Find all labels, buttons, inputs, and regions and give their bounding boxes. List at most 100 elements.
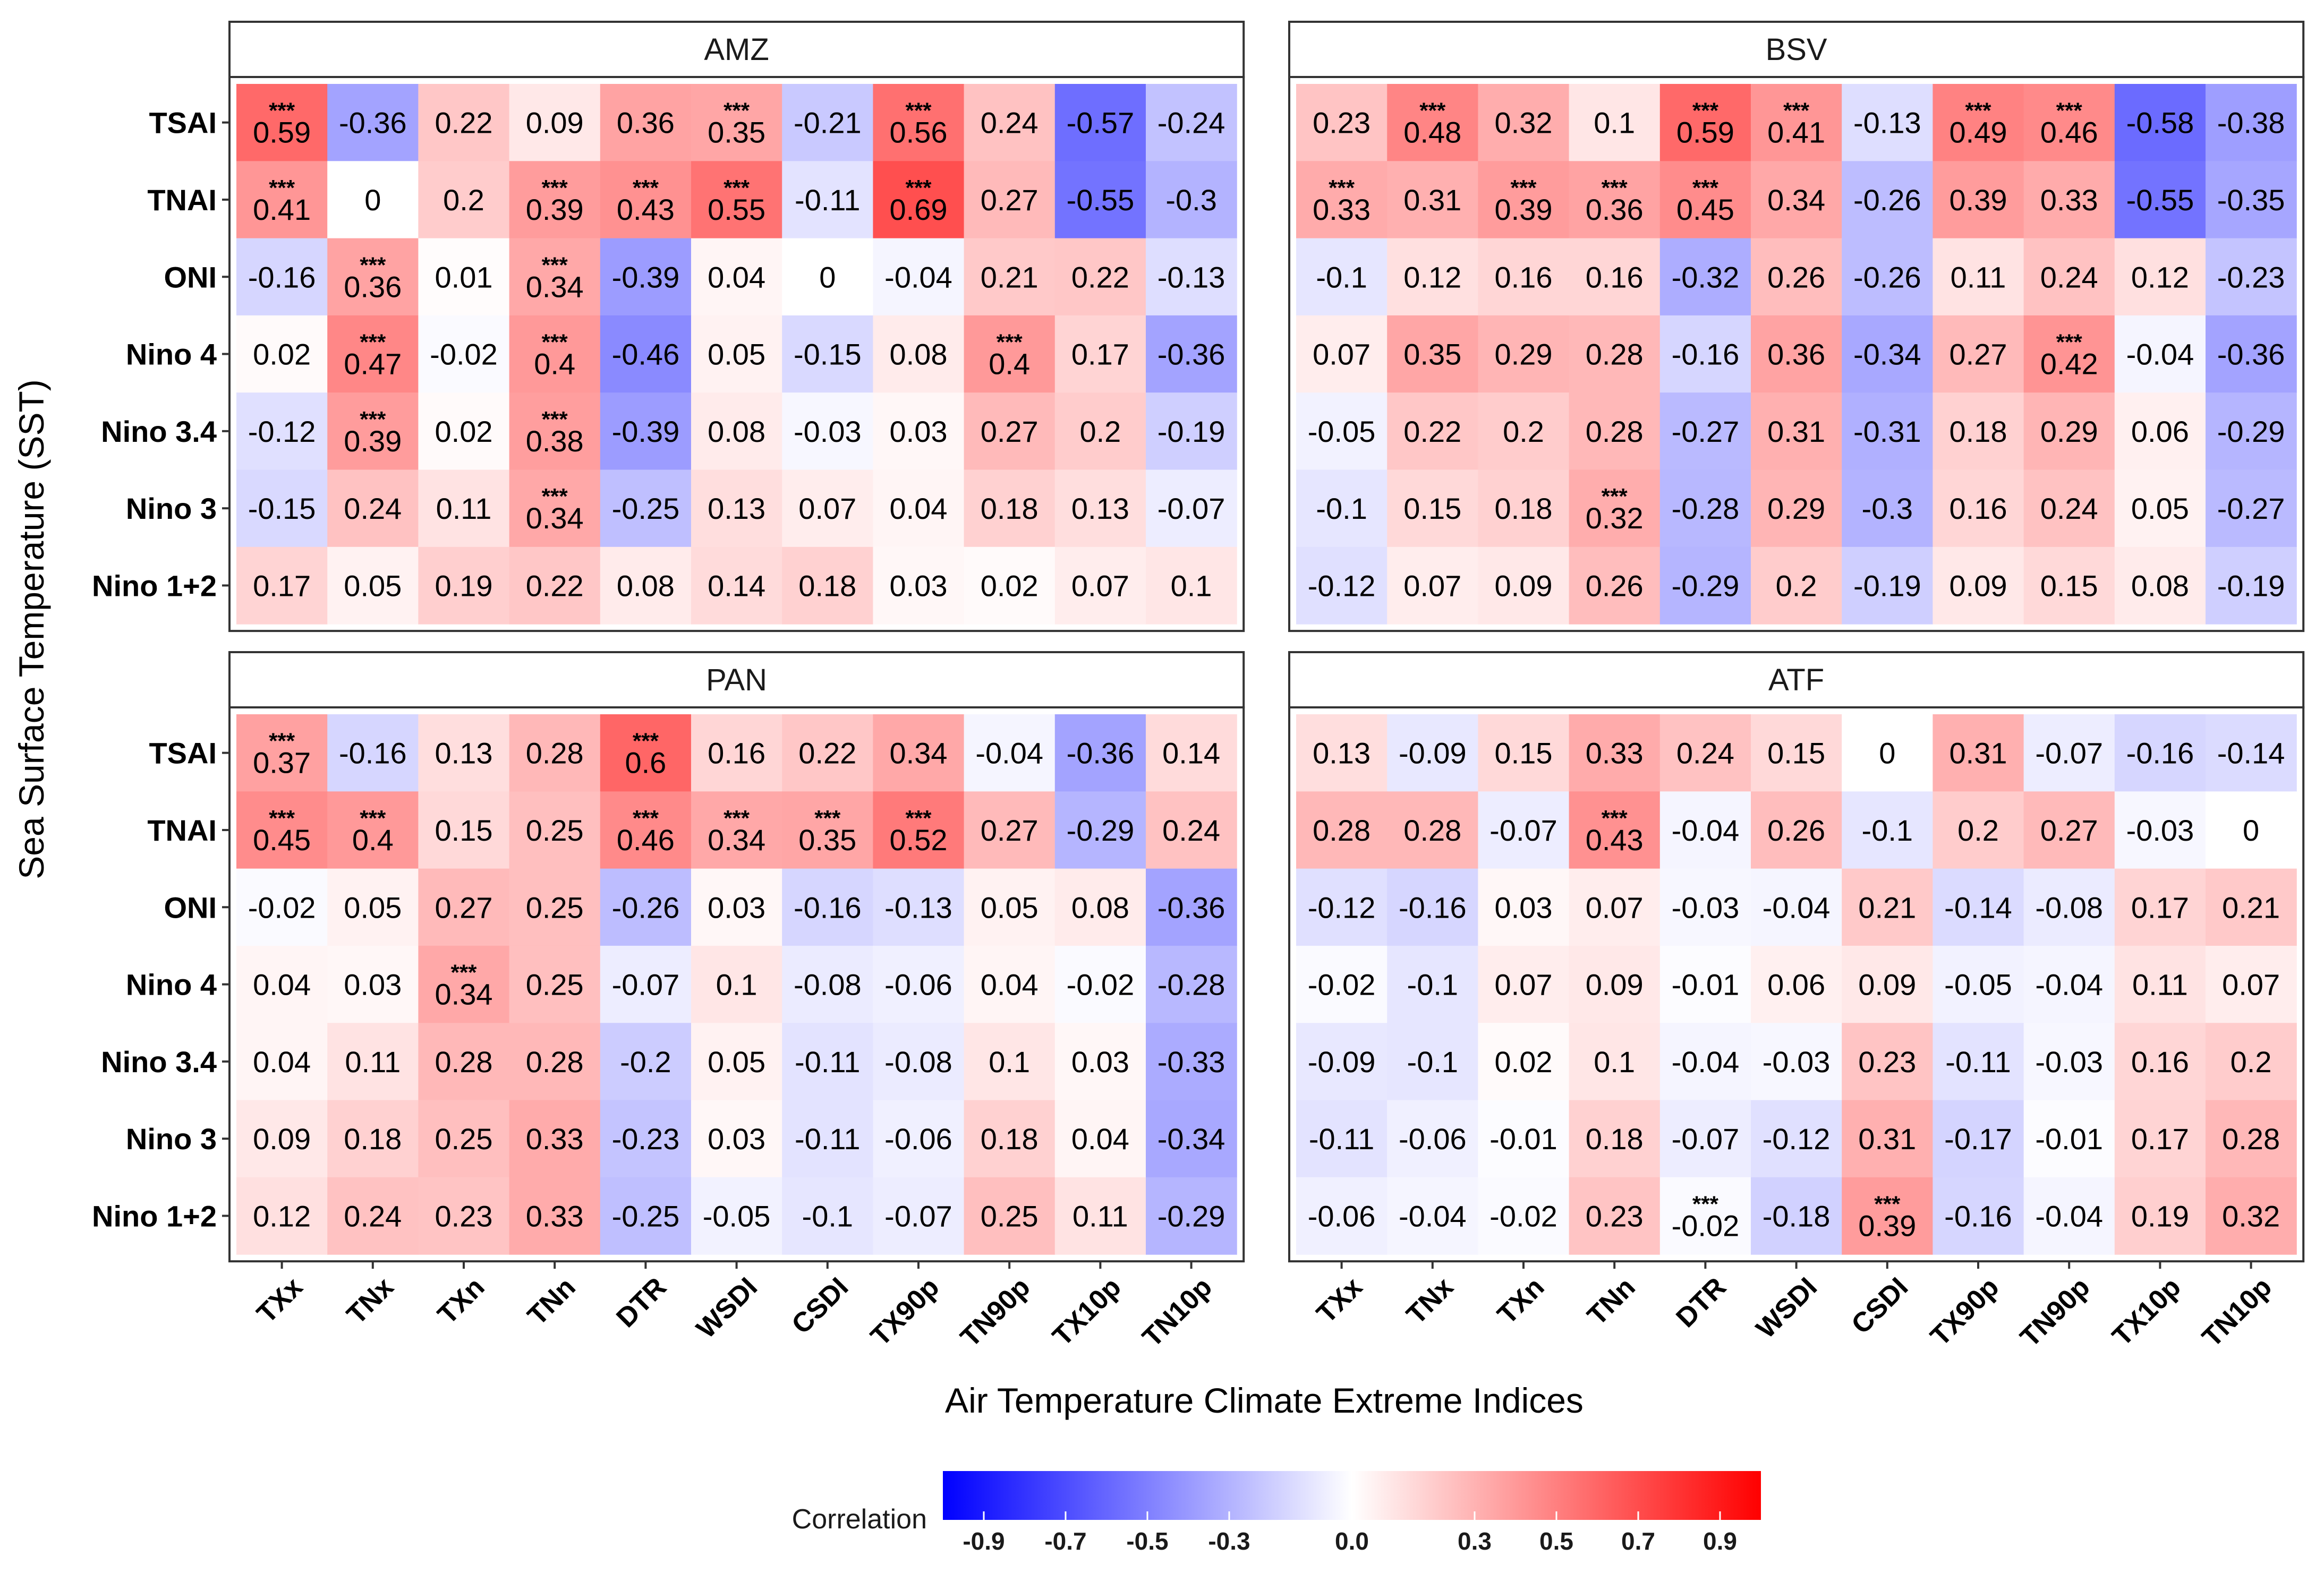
y-axis-title: Sea Surface Temperature (SST) [12, 379, 51, 879]
significance-marker: *** [360, 806, 386, 831]
cell-bsv-nino-4-dtr [1659, 315, 1751, 393]
significance-marker: *** [269, 175, 295, 200]
cell-value: 0.09 [1586, 968, 1644, 1002]
y-tick-label-nino-3-4: Nino 3.4 [101, 1045, 217, 1079]
cell-value: -0.16 [339, 737, 407, 770]
cell-bsv-oni-tnx [1387, 238, 1478, 316]
cell-value: 0.17 [253, 569, 311, 602]
cell-bsv-nino-3-csdi [1842, 469, 1933, 548]
cell-bsv-nino-3-txn [1478, 469, 1570, 548]
cell-bsv-tsai-tn10p [2206, 84, 2297, 161]
cell-value: 0.38 [526, 424, 584, 458]
significance-marker: *** [1783, 98, 1810, 123]
cell-amz-tnai-txx [236, 161, 328, 239]
cell-pan-nino-1-2-txx [236, 1177, 328, 1255]
cell-atf-tsai-tn10p [2206, 714, 2297, 792]
cell-bsv-tnai-tnn [1569, 161, 1661, 239]
cell-amz-tnai-csdi [782, 161, 873, 239]
y-tick-label-nino-3: Nino 3 [126, 492, 217, 525]
legend-tick-label: 0.7 [1621, 1527, 1655, 1555]
cell-amz-oni-tn90p [964, 238, 1055, 316]
cell-bsv-nino-3-txx [1296, 469, 1387, 548]
cell-bsv-nino-3-4-dtr [1659, 392, 1751, 471]
cell-atf-nino-1-2-tnx [1387, 1177, 1478, 1255]
cell-value: 0.04 [708, 260, 765, 294]
cell-amz-tsai-wsdi [691, 84, 782, 161]
cell-bsv-nino-1-2-tnn [1569, 546, 1661, 625]
y-tick-label-nino-3-4: Nino 3.4 [101, 415, 217, 448]
cell-value: -0.36 [2217, 338, 2285, 371]
cell-bsv-nino-4-tnn [1569, 315, 1661, 393]
cell-value: -0.07 [2035, 737, 2103, 770]
significance-marker: *** [1602, 484, 1628, 509]
cell-value: -0.02 [1067, 968, 1135, 1002]
significance-marker: *** [905, 175, 932, 200]
cell-amz-nino-3-tx90p [873, 469, 965, 548]
cell-atf-nino-3-4-tn90p [2023, 1023, 2115, 1101]
cell-value: 0.17 [2131, 1122, 2189, 1156]
cell-amz-nino-3-4-tnn [509, 392, 601, 471]
cell-pan-nino-3-4-txx [236, 1023, 328, 1101]
cell-pan-tsai-wsdi [691, 714, 782, 792]
cell-value: 0.32 [1586, 501, 1644, 535]
cell-value: 0.6 [625, 746, 666, 780]
cell-atf-nino-1-2-wsdi [1751, 1177, 1842, 1255]
cell-bsv-nino-3-tn90p [2023, 469, 2115, 548]
cell-amz-tsai-tnn [509, 84, 601, 161]
y-tick-label-nino-4: Nino 4 [126, 968, 217, 1002]
cell-bsv-oni-txn [1478, 238, 1570, 316]
cell-amz-oni-txx [236, 238, 328, 316]
cell-bsv-tsai-tn90p [2023, 84, 2115, 161]
cell-atf-nino-3-4-txx [1296, 1023, 1387, 1101]
cell-value: -0.26 [1853, 183, 1921, 217]
cell-amz-nino-3-4-wsdi [691, 392, 782, 471]
cell-value: 0.29 [1495, 338, 1553, 371]
cell-value: 0.05 [344, 569, 402, 602]
cell-value: 0.18 [1586, 1122, 1644, 1156]
cell-value: 0.33 [526, 1199, 584, 1233]
cell-value: 0.05 [2131, 492, 2189, 525]
cell-atf-nino-3-csdi [1842, 1100, 1933, 1178]
cell-pan-tsai-tnx [327, 714, 419, 792]
cell-pan-tnai-wsdi [691, 791, 782, 869]
legend-ticks: -0.9 -0.7 -0.5 -0.3 0.0 0.3 0.5 0.7 0.9 [963, 1511, 1737, 1555]
cell-pan-oni-csdi [782, 868, 873, 946]
cell-bsv-nino-3-tx10p [2114, 469, 2206, 548]
cell-bsv-nino-3-4-csdi [1842, 392, 1933, 471]
cell-amz-nino-1-2-csdi [782, 546, 873, 625]
cell-value: 0.12 [253, 1199, 311, 1233]
cell-bsv-nino-4-tnx [1387, 315, 1478, 393]
cell-pan-nino-1-2-tx10p [1054, 1177, 1146, 1255]
cell-amz-tnai-dtr [600, 161, 692, 239]
cell-value: 0.43 [1586, 823, 1644, 857]
cell-pan-nino-1-2-csdi [782, 1177, 873, 1255]
cell-pan-nino-1-2-tn90p [964, 1177, 1055, 1255]
cell-atf-nino-3-txn [1478, 1100, 1570, 1178]
significance-marker: *** [997, 330, 1023, 355]
cell-bsv-tnai-tn90p [2023, 161, 2115, 239]
cell-pan-nino-1-2-dtr [600, 1177, 692, 1255]
cell-value: 0.23 [1586, 1199, 1644, 1233]
cell-atf-oni-csdi [1842, 868, 1933, 946]
cell-value: 0.31 [1858, 1122, 1916, 1156]
significance-marker: *** [1329, 175, 1355, 200]
cell-atf-tsai-wsdi [1751, 714, 1842, 792]
cell-value: 0.56 [890, 116, 948, 149]
cell-atf-nino-3-4-tnn [1569, 1023, 1661, 1101]
cell-value: 0.28 [1403, 814, 1461, 847]
cell-value: 0.21 [2222, 891, 2280, 924]
cell-value: 0.24 [2040, 492, 2098, 525]
cell-value: -0.1 [802, 1199, 854, 1233]
cell-amz-nino-4-tn10p [1146, 315, 1237, 393]
cell-pan-nino-3-txn [418, 1100, 510, 1178]
cell-value: -0.34 [1157, 1122, 1225, 1156]
cell-amz-nino-4-tn90p [964, 315, 1055, 393]
cell-value: -0.14 [1944, 891, 2012, 924]
cell-atf-tnai-txx [1296, 791, 1387, 869]
cell-atf-tnai-wsdi [1751, 791, 1842, 869]
cell-value: -0.08 [794, 968, 862, 1002]
cell-bsv-tnai-dtr [1659, 161, 1751, 239]
significance-marker: *** [1510, 175, 1537, 200]
cell-value: 0.52 [890, 823, 948, 857]
cell-amz-tsai-tnx [327, 84, 419, 161]
